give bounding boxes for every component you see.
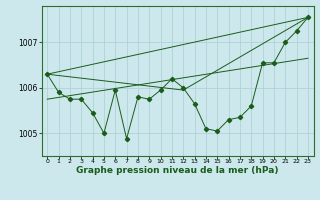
X-axis label: Graphe pression niveau de la mer (hPa): Graphe pression niveau de la mer (hPa) (76, 166, 279, 175)
